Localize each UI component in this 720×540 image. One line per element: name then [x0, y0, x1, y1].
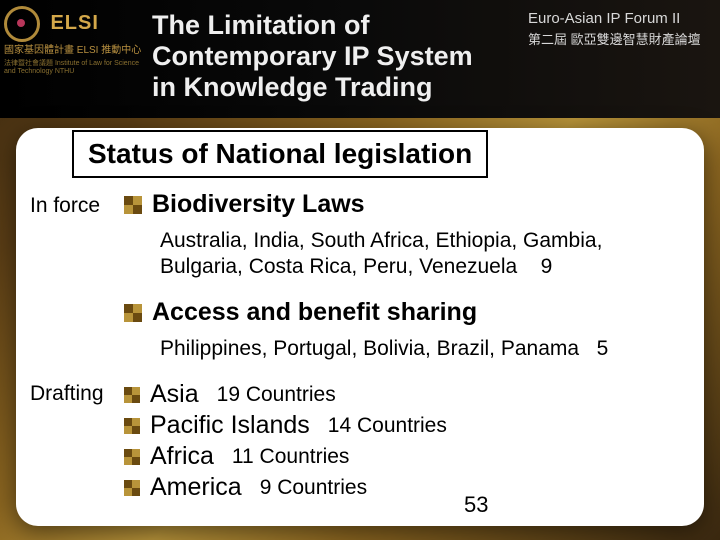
forum-title-zh: 第二屆 歐亞雙邊智慧財產論壇 — [528, 29, 712, 48]
elsi-logo-icon — [4, 6, 40, 42]
region-row: Pacific Islands 14 Countries — [124, 411, 447, 440]
bullet-icon — [124, 387, 140, 403]
total-count: 53 — [464, 492, 488, 518]
forum-title-en: Euro-Asian IP Forum II — [528, 10, 712, 27]
bullet-icon — [124, 418, 140, 434]
region-name: Asia — [150, 380, 199, 409]
region-count: 19 Countries — [217, 383, 336, 407]
regions-list: Asia 19 Countries Pacific Islands 14 Cou… — [124, 380, 447, 504]
bullet-icon — [124, 480, 140, 496]
title-line-2: Contemporary IP System — [152, 41, 528, 72]
slide-title: Status of National legislation — [72, 130, 488, 178]
countries-list: Australia, India, South Africa, Ethiopia… — [160, 229, 602, 278]
section-access-benefit: Access and benefit sharing — [124, 298, 477, 327]
logo-area: ELSI 國家基因體計畫 ELSI 推動中心 法律暨社會議題 Institute… — [0, 0, 150, 118]
bullet-icon — [124, 304, 142, 322]
region-count: 11 Countries — [232, 445, 350, 469]
region-count: 14 Countries — [328, 414, 447, 438]
region-row: America 9 Countries — [124, 473, 447, 502]
region-name: America — [150, 473, 242, 502]
status-drafting-label: Drafting — [30, 382, 104, 406]
section-biodiversity-detail: Australia, India, South Africa, Ethiopia… — [160, 228, 680, 281]
status-in-force-label: In force — [30, 194, 100, 218]
countries-count: 5 — [597, 337, 609, 360]
org-name: ELSI — [50, 12, 98, 35]
section-heading: Biodiversity Laws — [152, 190, 365, 219]
countries-count: 9 — [541, 255, 553, 278]
section-access-benefit-detail: Philippines, Portugal, Bolivia, Brazil, … — [160, 336, 700, 362]
bullet-icon — [124, 449, 140, 465]
forum-label-area: Euro-Asian IP Forum II 第二屆 歐亞雙邊智慧財產論壇 — [528, 0, 720, 48]
section-heading: Access and benefit sharing — [152, 298, 477, 327]
bullet-icon — [124, 196, 142, 214]
region-row: Asia 19 Countries — [124, 380, 447, 409]
countries-list: Philippines, Portugal, Bolivia, Brazil, … — [160, 337, 579, 360]
region-count: 9 Countries — [260, 476, 367, 500]
org-subtitle-1: 國家基因體計畫 ELSI 推動中心 — [4, 44, 146, 57]
section-biodiversity: Biodiversity Laws — [124, 190, 365, 219]
title-line-3: in Knowledge Trading — [152, 72, 528, 103]
region-row: Africa 11 Countries — [124, 442, 447, 471]
title-line-1: The Limitation of — [152, 10, 528, 41]
region-name: Africa — [150, 442, 214, 471]
org-subtitle-2: 法律暨社會議題 Institute of Law for Science and… — [4, 60, 146, 77]
main-title-area: The Limitation of Contemporary IP System… — [150, 0, 528, 103]
slide-header: ELSI 國家基因體計畫 ELSI 推動中心 法律暨社會議題 Institute… — [0, 0, 720, 118]
content-card: Status of National legislation In force … — [16, 128, 704, 526]
region-name: Pacific Islands — [150, 411, 310, 440]
